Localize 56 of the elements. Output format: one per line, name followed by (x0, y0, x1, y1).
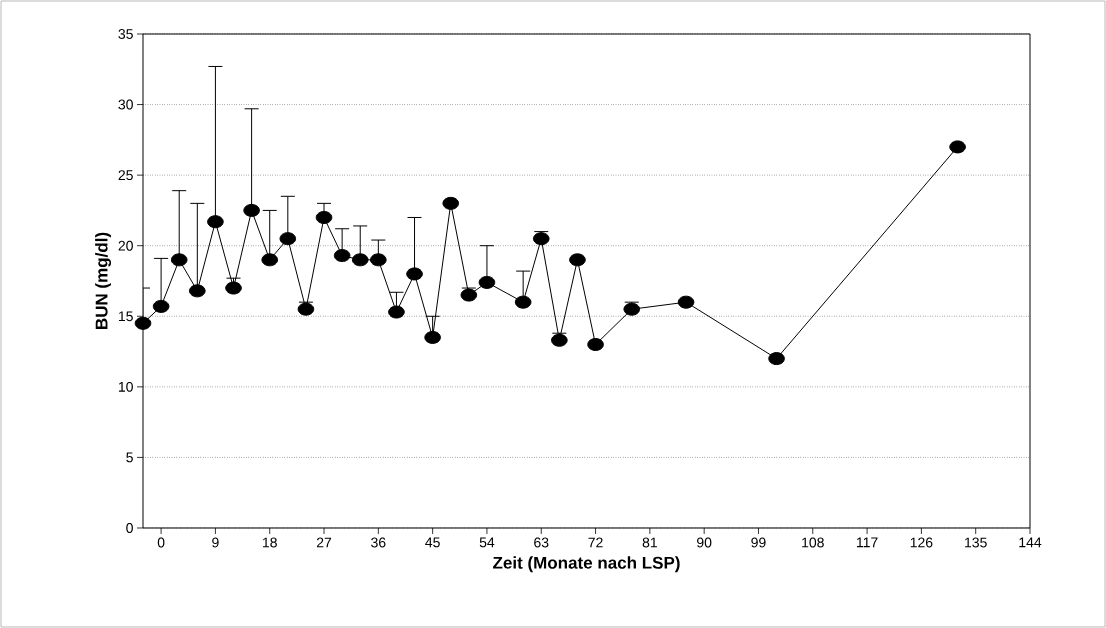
x-tick-label: 18 (263, 537, 277, 548)
y-tick-label: 25 (118, 170, 133, 181)
x-tick-label: 81 (642, 537, 657, 548)
point (388, 305, 405, 319)
point (514, 295, 532, 309)
y-axis-title: BUN (mg/dl) (95, 232, 112, 329)
x-tick-label: 36 (371, 537, 386, 548)
point (333, 249, 351, 263)
x-axis-title: Zeit (Monate nach LSP) (493, 556, 680, 573)
point (243, 203, 260, 217)
point (297, 302, 315, 316)
point (207, 215, 224, 229)
point (442, 196, 460, 210)
y-tick-label: 35 (118, 29, 133, 39)
y-tick-label: 20 (118, 240, 133, 251)
point (189, 284, 206, 298)
point (315, 210, 333, 224)
point (225, 281, 242, 295)
point (768, 352, 785, 366)
point (406, 267, 423, 281)
x-tick-label: 108 (802, 537, 824, 548)
y-tick-label: 5 (126, 452, 133, 463)
point (587, 338, 604, 351)
x-tick-label: 0 (157, 537, 165, 548)
point (424, 330, 441, 344)
y-tick-label: 0 (126, 523, 133, 533)
point (569, 253, 586, 267)
y-tick-label: 30 (118, 99, 133, 110)
point (134, 316, 152, 330)
point (370, 253, 387, 267)
x-tick-label: 144 (1019, 537, 1042, 548)
x-tick-label: 135 (965, 537, 987, 548)
x-tick-label: 117 (856, 537, 878, 548)
point (949, 140, 966, 154)
point (460, 288, 478, 302)
point (478, 275, 496, 289)
point (532, 232, 550, 246)
point (551, 333, 568, 347)
x-tick-label: 54 (479, 537, 495, 548)
y-tick-label: 15 (118, 311, 133, 322)
point (261, 253, 279, 267)
point (677, 295, 695, 309)
point (152, 299, 170, 313)
point (170, 253, 188, 267)
x-tick-label: 45 (425, 537, 440, 548)
point (351, 253, 369, 267)
x-tick-label: 9 (212, 537, 219, 548)
x-tick-label: 90 (697, 537, 712, 548)
x-tick-label: 63 (534, 537, 549, 548)
x-tick-label: 126 (910, 537, 933, 548)
point (279, 232, 297, 246)
point (623, 302, 641, 316)
x-tick-label: 27 (316, 537, 332, 548)
y-tick-label: 10 (118, 381, 133, 392)
x-tick-label: 72 (588, 537, 603, 548)
x-tick-label: 99 (751, 537, 766, 548)
